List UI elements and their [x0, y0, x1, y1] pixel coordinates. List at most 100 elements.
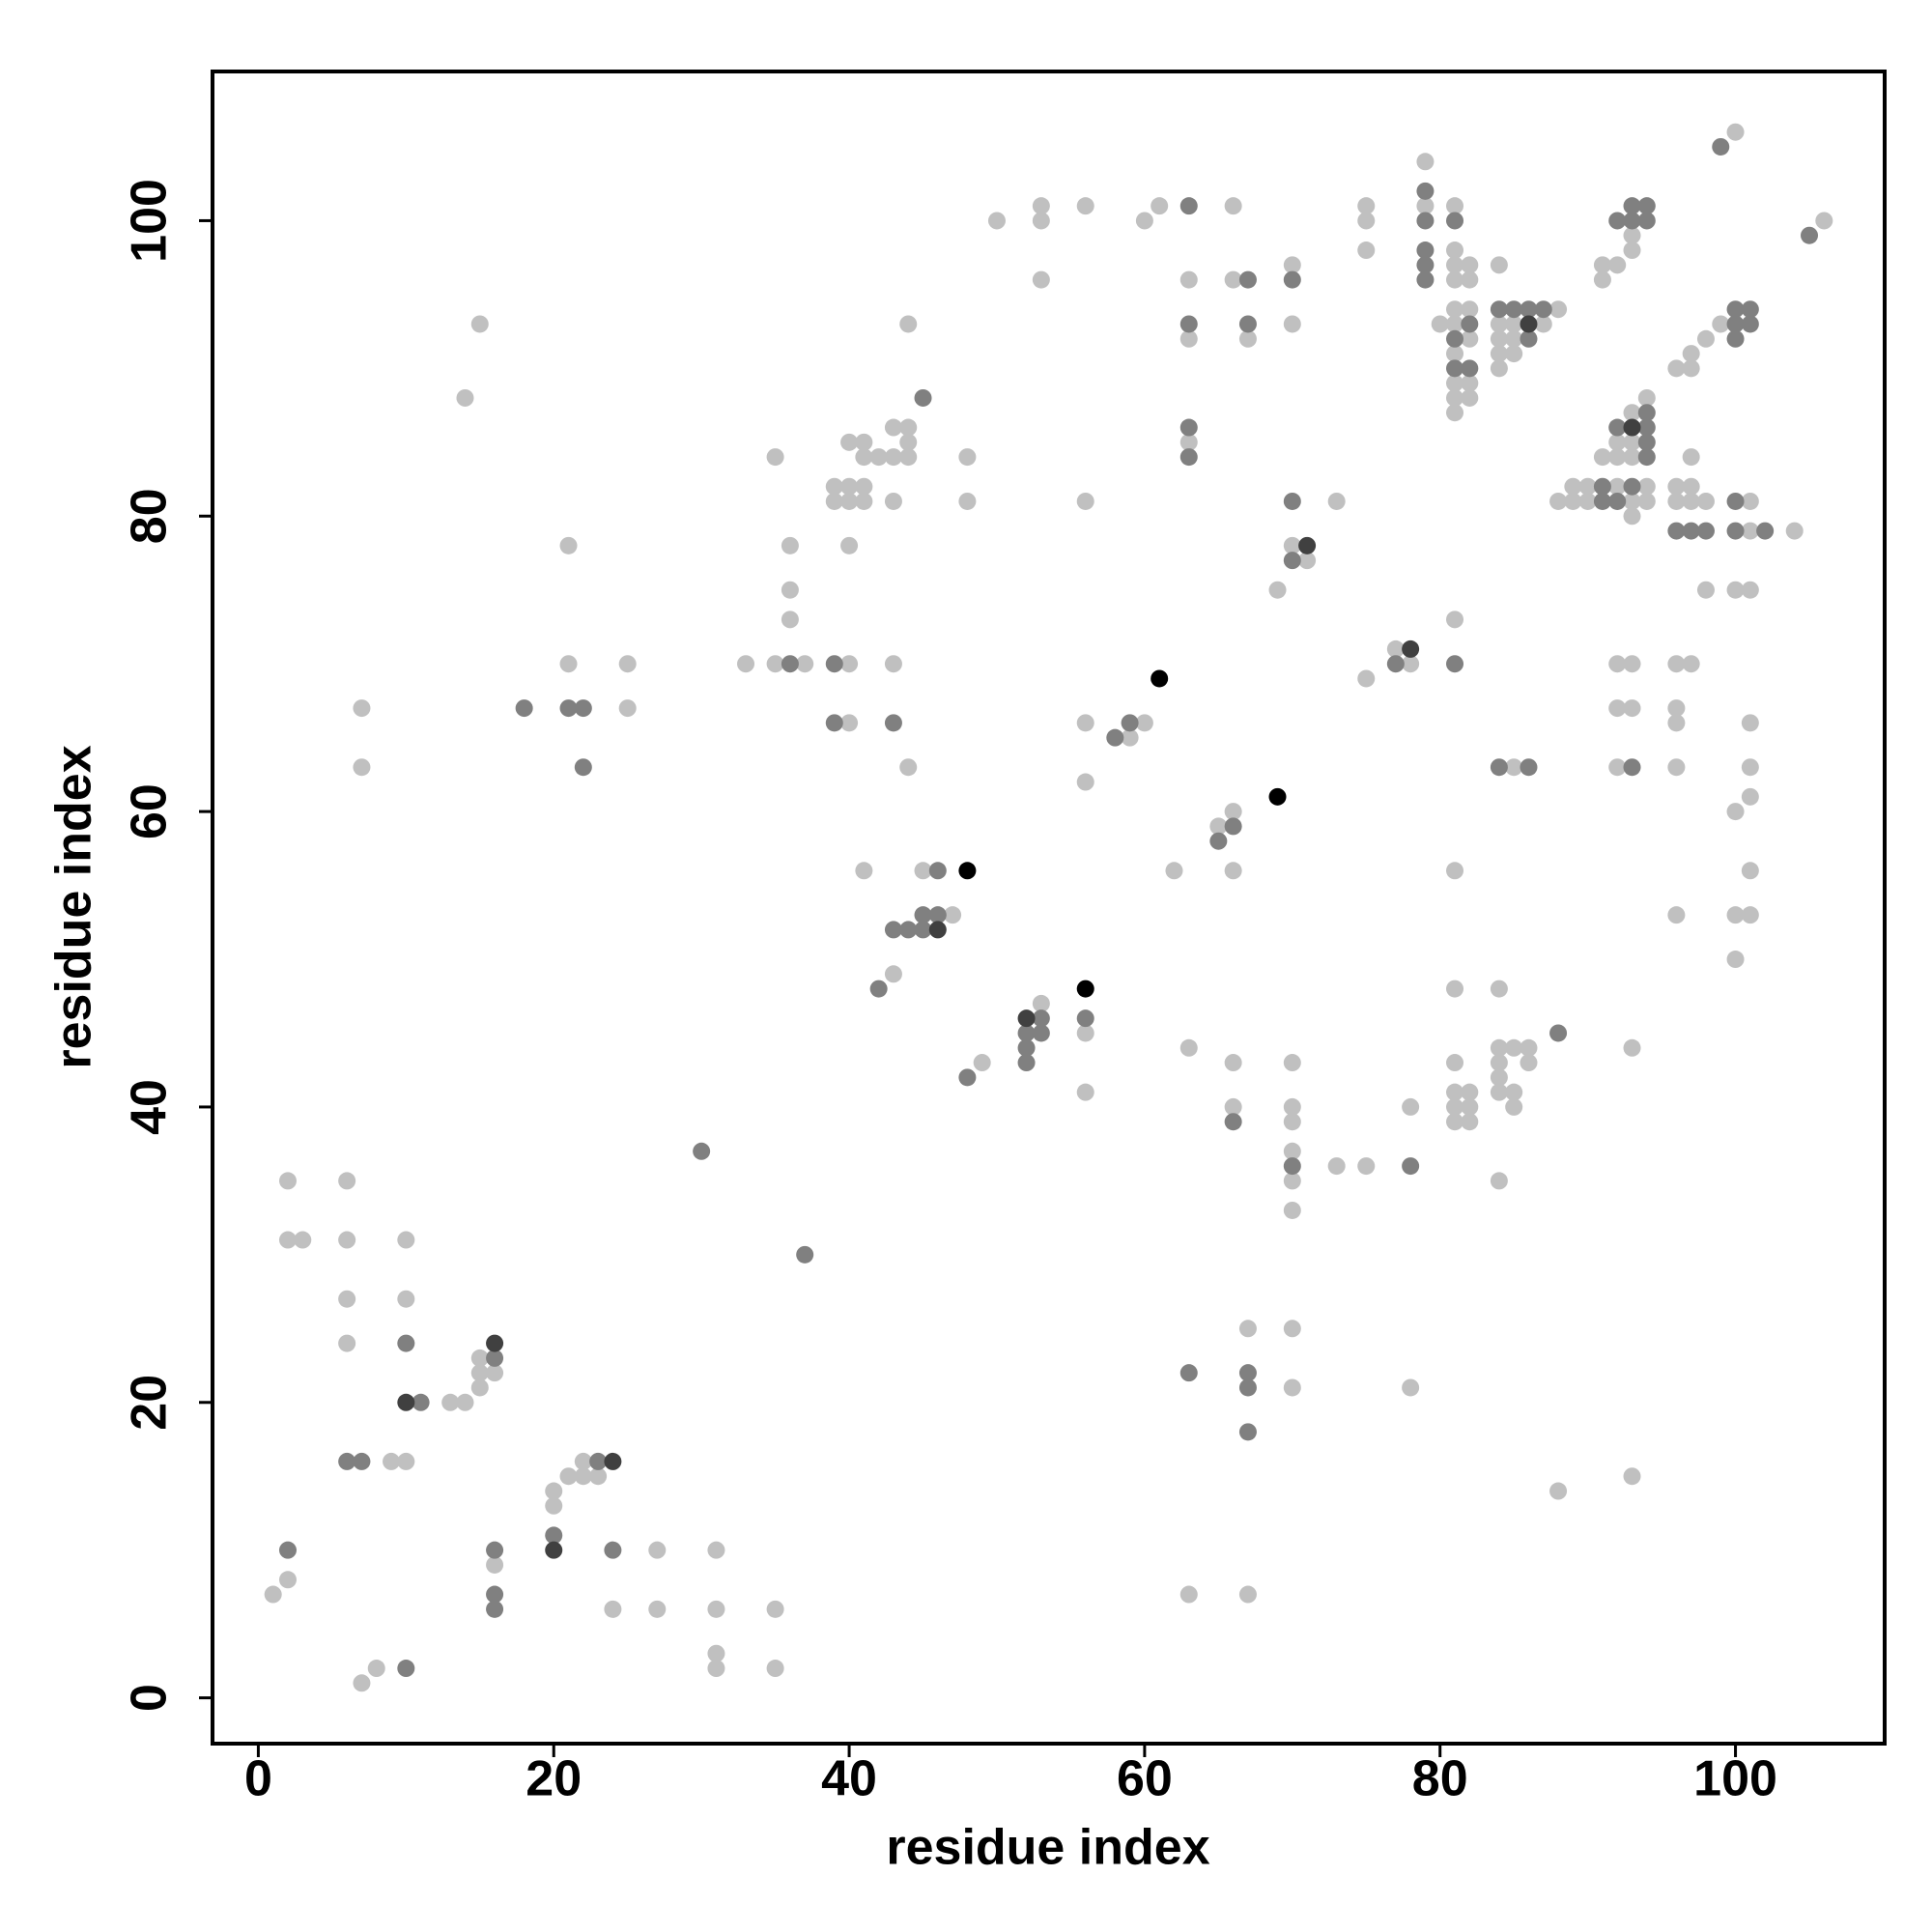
data-point	[781, 611, 799, 629]
data-point	[1682, 359, 1700, 378]
data-point	[1623, 242, 1641, 260]
data-point	[869, 448, 888, 467]
data-point	[1726, 803, 1745, 821]
data-point	[1283, 315, 1301, 333]
data-point	[604, 1452, 622, 1470]
data-point	[1461, 256, 1479, 274]
data-point	[1238, 1423, 1257, 1441]
data-point	[278, 1231, 297, 1249]
data-point	[1505, 1083, 1523, 1101]
data-point	[1505, 300, 1523, 319]
data-point	[1416, 270, 1435, 289]
data-point	[899, 921, 918, 939]
data-point	[1283, 492, 1301, 510]
data-point	[1682, 522, 1700, 540]
data-point	[1446, 404, 1464, 422]
data-point	[855, 477, 873, 496]
data-point	[1785, 522, 1804, 540]
data-point	[397, 1452, 415, 1470]
data-point	[1106, 728, 1124, 747]
data-point	[618, 655, 637, 673]
data-point	[1490, 758, 1508, 777]
y-tick-label: 40	[122, 1079, 178, 1135]
data-point	[1623, 212, 1641, 230]
data-point	[1121, 728, 1139, 747]
data-point	[1741, 714, 1759, 732]
data-point	[1076, 197, 1094, 215]
data-point	[869, 980, 888, 998]
data-point	[648, 1600, 667, 1618]
data-point	[1446, 1054, 1464, 1072]
data-point	[456, 1393, 474, 1411]
data-point	[796, 1245, 814, 1264]
data-point	[1520, 329, 1538, 348]
data-point	[1224, 862, 1242, 880]
data-point	[1741, 906, 1759, 924]
data-point	[1623, 197, 1641, 215]
data-point	[1608, 758, 1627, 777]
data-point	[1283, 536, 1301, 554]
data-point	[1402, 1378, 1420, 1397]
data-point	[1623, 655, 1641, 673]
data-point	[1151, 669, 1169, 688]
data-point	[707, 1660, 725, 1678]
x-tick-label: 0	[244, 1751, 272, 1807]
data-point	[855, 492, 873, 510]
data-point	[1726, 522, 1745, 540]
data-point	[1505, 1097, 1523, 1116]
data-point	[589, 1452, 608, 1470]
data-point	[1032, 1024, 1050, 1042]
data-point	[1416, 212, 1435, 230]
data-point	[1667, 758, 1686, 777]
data-point	[1224, 1113, 1242, 1131]
y-tick-label: 80	[122, 488, 178, 544]
data-point	[1637, 404, 1656, 422]
data-point	[1283, 1320, 1301, 1338]
data-point	[1520, 315, 1538, 333]
data-point	[914, 906, 932, 924]
data-point	[914, 388, 932, 407]
data-point	[1726, 315, 1745, 333]
data-point	[353, 1452, 371, 1470]
data-point	[825, 477, 843, 496]
data-point	[1446, 359, 1464, 378]
data-point	[1402, 1097, 1420, 1116]
data-point	[1623, 404, 1641, 422]
data-point	[1446, 329, 1464, 348]
data-point	[1238, 1378, 1257, 1397]
data-point	[574, 1467, 592, 1486]
data-point	[1696, 581, 1715, 599]
data-point	[1623, 1467, 1641, 1486]
data-point	[1165, 862, 1183, 880]
x-tick-label: 40	[821, 1751, 877, 1807]
data-point	[1224, 270, 1242, 289]
data-point	[1416, 182, 1435, 200]
data-point	[693, 1142, 711, 1160]
data-point	[1741, 522, 1759, 540]
data-point	[618, 699, 637, 718]
data-point	[559, 655, 578, 673]
data-point	[1446, 197, 1464, 215]
data-point	[1179, 448, 1198, 467]
data-point	[1682, 655, 1700, 673]
data-point	[1608, 492, 1627, 510]
data-point	[1815, 212, 1833, 230]
data-point	[1667, 522, 1686, 540]
data-point	[367, 1660, 385, 1678]
data-point	[1623, 699, 1641, 718]
data-point	[1179, 418, 1198, 437]
y-axis-title: residue index	[46, 745, 102, 1068]
data-point	[545, 1541, 563, 1559]
data-point	[928, 921, 947, 939]
data-point	[1637, 388, 1656, 407]
data-point	[1461, 300, 1479, 319]
data-point	[486, 1600, 504, 1618]
data-point	[1327, 1157, 1346, 1176]
data-point	[574, 758, 592, 777]
data-point	[1593, 270, 1611, 289]
data-point	[1741, 315, 1759, 333]
data-point	[1490, 1038, 1508, 1057]
data-point	[1283, 256, 1301, 274]
data-point	[1224, 803, 1242, 821]
